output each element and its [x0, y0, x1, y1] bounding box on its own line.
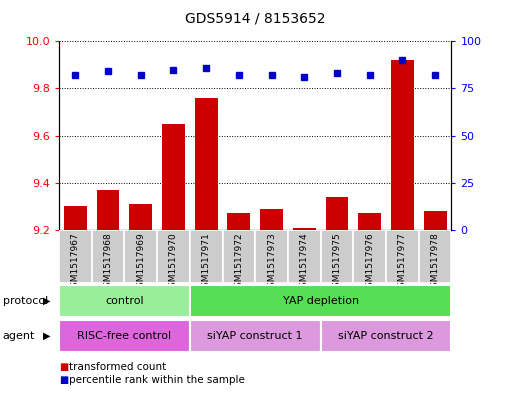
Bar	[190, 285, 451, 317]
Text: GSM1517977: GSM1517977	[398, 233, 407, 293]
Bar	[255, 230, 288, 283]
Bar	[288, 230, 321, 283]
Bar	[190, 320, 321, 352]
Text: GSM1517975: GSM1517975	[332, 233, 342, 293]
Bar	[321, 320, 451, 352]
Text: GSM1517967: GSM1517967	[71, 233, 80, 293]
Text: ▶: ▶	[43, 296, 50, 306]
Bar	[386, 230, 419, 283]
Text: control: control	[105, 296, 144, 306]
Bar	[260, 209, 283, 230]
Text: GSM1517969: GSM1517969	[136, 233, 145, 293]
Bar	[64, 206, 87, 230]
Text: GSM1517976: GSM1517976	[365, 233, 374, 293]
Text: siYAP construct 2: siYAP construct 2	[338, 331, 434, 341]
Text: GSM1517971: GSM1517971	[202, 233, 211, 293]
Text: RISC-free control: RISC-free control	[77, 331, 171, 341]
Text: agent: agent	[3, 331, 35, 341]
Text: GSM1517968: GSM1517968	[104, 233, 112, 293]
Bar	[59, 230, 92, 283]
Bar	[223, 230, 255, 283]
Text: transformed count: transformed count	[69, 362, 167, 371]
Text: ■: ■	[59, 375, 68, 385]
Bar	[59, 285, 190, 317]
Bar	[157, 230, 190, 283]
Bar	[190, 230, 223, 283]
Text: ■: ■	[59, 362, 68, 371]
Bar	[424, 211, 446, 230]
Bar	[293, 228, 315, 230]
Bar	[391, 60, 414, 230]
Text: GSM1517974: GSM1517974	[300, 233, 309, 293]
Text: protocol: protocol	[3, 296, 48, 306]
Bar	[353, 230, 386, 283]
Bar	[96, 190, 120, 230]
Text: GSM1517970: GSM1517970	[169, 233, 178, 293]
Text: GSM1517973: GSM1517973	[267, 233, 276, 293]
Bar	[419, 230, 451, 283]
Text: ▶: ▶	[43, 331, 50, 341]
Text: siYAP construct 1: siYAP construct 1	[207, 331, 303, 341]
Text: YAP depletion: YAP depletion	[283, 296, 359, 306]
Text: GSM1517972: GSM1517972	[234, 233, 243, 293]
Bar	[326, 197, 348, 230]
Bar	[162, 124, 185, 230]
Bar	[321, 230, 353, 283]
Bar	[195, 98, 218, 230]
Text: GDS5914 / 8153652: GDS5914 / 8153652	[185, 12, 325, 26]
Bar	[59, 320, 190, 352]
Bar	[124, 230, 157, 283]
Text: GSM1517978: GSM1517978	[430, 233, 440, 293]
Bar	[358, 213, 381, 230]
Bar	[92, 230, 125, 283]
Text: percentile rank within the sample: percentile rank within the sample	[69, 375, 245, 385]
Bar	[129, 204, 152, 230]
Bar	[227, 213, 250, 230]
